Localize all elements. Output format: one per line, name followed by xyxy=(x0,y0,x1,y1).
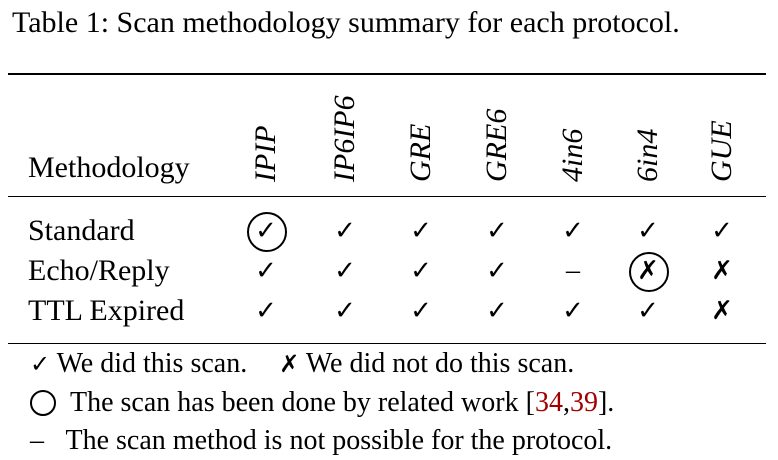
legend-line-check: ✓ We did this scan. ✗ We did not do this… xyxy=(30,350,574,378)
cross-icon: ✗ xyxy=(279,350,300,378)
cell-cross-circled-icon: ✗ xyxy=(628,251,669,292)
legend-check-text: We did this scan. xyxy=(56,348,248,379)
cell-check-icon: ✓ xyxy=(553,291,593,331)
cell-check-icon: ✓ xyxy=(702,211,742,251)
check-mark: ✓ xyxy=(334,296,356,326)
table-top-rule xyxy=(8,73,766,75)
column-header-ipip: IPIP xyxy=(249,125,282,182)
check-mark: ✓ xyxy=(711,216,733,246)
check-mark: ✓ xyxy=(255,256,277,286)
column-header-ip6ip6: IP6IP6 xyxy=(328,95,361,182)
row-header-echo-reply: Echo/Reply xyxy=(28,254,170,287)
reference-link-34[interactable]: 34 xyxy=(534,387,563,418)
circle-marker xyxy=(247,212,287,252)
table-caption: Table 1: Scan methodology summary for ea… xyxy=(12,6,680,39)
cross-mark: ✗ xyxy=(711,296,733,326)
dash-mark: – xyxy=(566,255,580,286)
column-header-4in6: 4in6 xyxy=(556,128,589,182)
column-header-gue: GUE xyxy=(705,120,738,182)
cell-check-icon: ✓ xyxy=(325,291,365,331)
circle-marker xyxy=(629,252,669,292)
table-bottom-rule xyxy=(8,343,766,344)
legend-circle-text: The scan has been done by related work [ xyxy=(70,387,535,418)
cell-check-icon: ✓ xyxy=(325,211,365,251)
row-header-ttl-expired: TTL Expired xyxy=(28,294,185,327)
cell-check-icon: ✓ xyxy=(628,211,668,251)
check-mark: ✓ xyxy=(255,296,277,326)
legend-line-dash: – The scan method is not possible for th… xyxy=(30,427,612,455)
legend-circle-end: ]. xyxy=(597,387,615,418)
check-mark: ✓ xyxy=(334,216,356,246)
cell-check-circled-icon: ✓ xyxy=(246,211,287,252)
check-mark: ✓ xyxy=(410,216,432,246)
methodology-header: Methodology xyxy=(28,151,190,184)
check-mark: ✓ xyxy=(562,296,584,326)
cell-dash-icon: – xyxy=(553,251,593,291)
legend-dash-text: The scan method is not possible for the … xyxy=(65,425,613,456)
check-mark: ✓ xyxy=(562,216,584,246)
cell-check-icon: ✓ xyxy=(246,291,286,331)
check-mark: ✓ xyxy=(637,296,659,326)
legend-cross-text: We did not do this scan. xyxy=(305,348,575,379)
cell-check-icon: ✓ xyxy=(477,291,517,331)
check-mark: ✓ xyxy=(334,256,356,286)
check-mark: ✓ xyxy=(637,216,659,246)
cell-check-icon: ✓ xyxy=(477,211,517,251)
check-mark: ✓ xyxy=(410,256,432,286)
cell-check-icon: ✓ xyxy=(401,291,441,331)
column-header-6in4: 6in4 xyxy=(631,128,664,182)
column-header-gre: GRE xyxy=(404,123,437,182)
cell-check-icon: ✓ xyxy=(246,251,286,291)
reference-separator: , xyxy=(562,387,570,418)
check-mark: ✓ xyxy=(486,256,508,286)
cell-check-icon: ✓ xyxy=(401,211,441,251)
cell-cross-icon: ✗ xyxy=(702,251,742,291)
check-mark: ✓ xyxy=(486,216,508,246)
cell-cross-icon: ✗ xyxy=(702,291,742,331)
check-mark: ✓ xyxy=(486,296,508,326)
row-header-standard: Standard xyxy=(28,214,135,247)
dash-icon: – xyxy=(30,425,44,456)
cell-check-icon: ✓ xyxy=(628,291,668,331)
column-header-gre6: GRE6 xyxy=(480,108,513,182)
cross-mark: ✗ xyxy=(711,256,733,286)
reference-link-39[interactable]: 39 xyxy=(569,387,598,418)
legend-line-circle: The scan has been done by related work [… xyxy=(70,389,614,417)
table-header-rule xyxy=(8,196,766,197)
check-icon: ✓ xyxy=(30,350,51,378)
cell-check-icon: ✓ xyxy=(477,251,517,291)
cell-check-icon: ✓ xyxy=(401,251,441,291)
circle-icon xyxy=(30,390,56,416)
check-mark: ✓ xyxy=(410,296,432,326)
cell-check-icon: ✓ xyxy=(325,251,365,291)
cell-check-icon: ✓ xyxy=(553,211,593,251)
